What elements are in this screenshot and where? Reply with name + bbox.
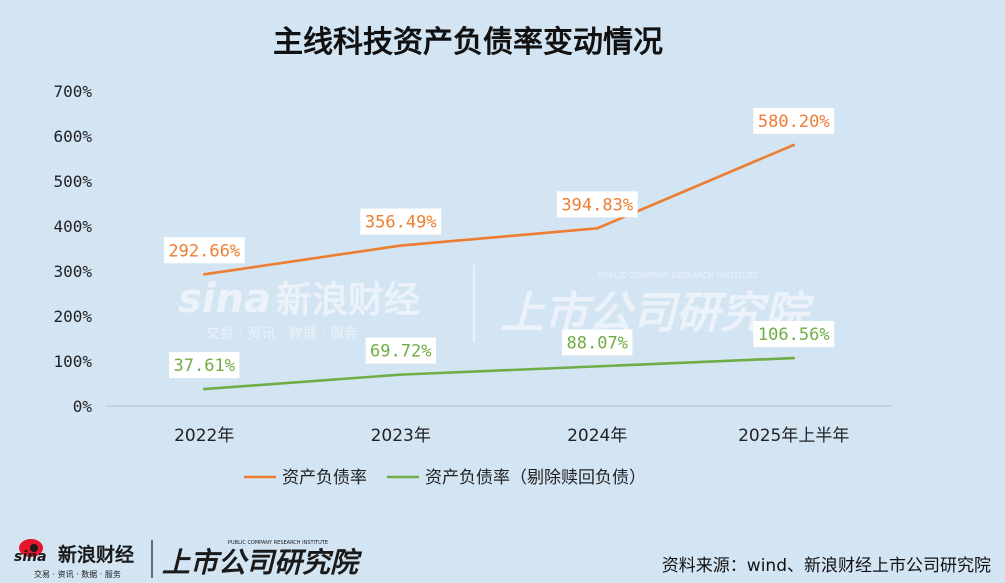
- data-label: 37.61%: [174, 356, 235, 376]
- data-point: [595, 365, 599, 368]
- x-tick-label: 2024年: [567, 426, 627, 446]
- y-tick-label: 600%: [53, 127, 92, 146]
- watermark-institute-en: PUBLIC COMPANY RESEARCH INSTITUTE: [598, 271, 758, 280]
- data-source-note: 资料来源：wind、新浪财经上市公司研究院: [662, 556, 991, 576]
- x-tick-label: 2022年: [174, 426, 234, 446]
- institute-name: 上市公司研究院: [162, 546, 363, 579]
- data-point: [202, 273, 206, 276]
- watermark-sina-name: 新浪财经: [276, 280, 420, 321]
- data-label: 69.72%: [370, 342, 431, 362]
- data-label-box: [562, 329, 633, 356]
- y-tick-label: 400%: [53, 217, 92, 236]
- watermark-sina-tagline: 交易 · 资讯 · 数据 · 服务: [206, 325, 358, 342]
- data-label-box: [753, 321, 835, 348]
- data-point: [399, 244, 403, 247]
- sina-brand-text: sina: [14, 549, 47, 565]
- data-point: [792, 143, 796, 147]
- y-tick-label: 200%: [53, 307, 92, 326]
- y-tick-label: 300%: [53, 262, 92, 281]
- watermark: sina 新浪财经 交易 · 资讯 · 数据 · 服务 PUBLIC COMPA…: [178, 265, 815, 342]
- sina-finance-name: 新浪财经: [58, 543, 134, 566]
- data-point: [595, 227, 599, 230]
- legend-label-1: 资产负债率: [282, 468, 367, 488]
- data-label-box: [169, 352, 240, 379]
- data-label: 88.07%: [567, 333, 628, 353]
- y-tick-label: 500%: [53, 172, 92, 191]
- footer: sina 新浪财经 交易 · 资讯 · 数据 · 服务 PUBLIC COMPA…: [14, 539, 991, 579]
- data-label-box: [556, 191, 638, 218]
- data-point: [202, 387, 206, 391]
- series-line-1: [204, 143, 795, 276]
- series-line-2: [204, 356, 794, 391]
- institute-en-name: PUBLIC COMPANY RESEARCH INSTITUTE: [228, 540, 328, 546]
- data-label-box: [365, 337, 436, 364]
- chart-title: 主线科技资产负债率变动情况: [273, 25, 663, 60]
- data-label-box: [753, 107, 835, 134]
- series-layer: [202, 143, 796, 391]
- y-tick-label: 0%: [73, 397, 93, 416]
- data-label: 106.56%: [758, 325, 830, 345]
- data-label: 356.49%: [365, 213, 437, 233]
- y-tick-label: 100%: [53, 352, 92, 371]
- data-point: [792, 356, 796, 360]
- watermark-sina-logo: sina: [178, 276, 271, 322]
- data-label: 292.66%: [168, 241, 240, 261]
- data-label-box: [360, 208, 442, 235]
- data-label-layer: 292.66% 356.49% 394.83% 580.20% 37.61% 69.72%…: [163, 107, 835, 379]
- data-label: 580.20%: [758, 112, 830, 132]
- x-tick-label: 2025年上半年: [738, 426, 849, 446]
- data-label: 394.83%: [561, 195, 633, 215]
- axis-layer: 0% 100% 200% 300% 400% 500% 600% 700% 2022年 2023年…: [53, 82, 892, 446]
- sina-pupil-icon: [30, 544, 38, 552]
- sina-tagline: 交易 · 资讯 · 数据 · 服务: [34, 569, 121, 579]
- data-label-box: [163, 237, 245, 264]
- data-point: [399, 373, 403, 376]
- y-tick-label: 700%: [53, 82, 92, 101]
- x-tick-label: 2023年: [371, 426, 431, 446]
- legend-label-2: 资产负债率（剔除赎回负债）: [425, 468, 646, 488]
- legend: 资产负债率 资产负债率（剔除赎回负债）: [244, 468, 646, 488]
- sina-logo: sina: [14, 539, 47, 565]
